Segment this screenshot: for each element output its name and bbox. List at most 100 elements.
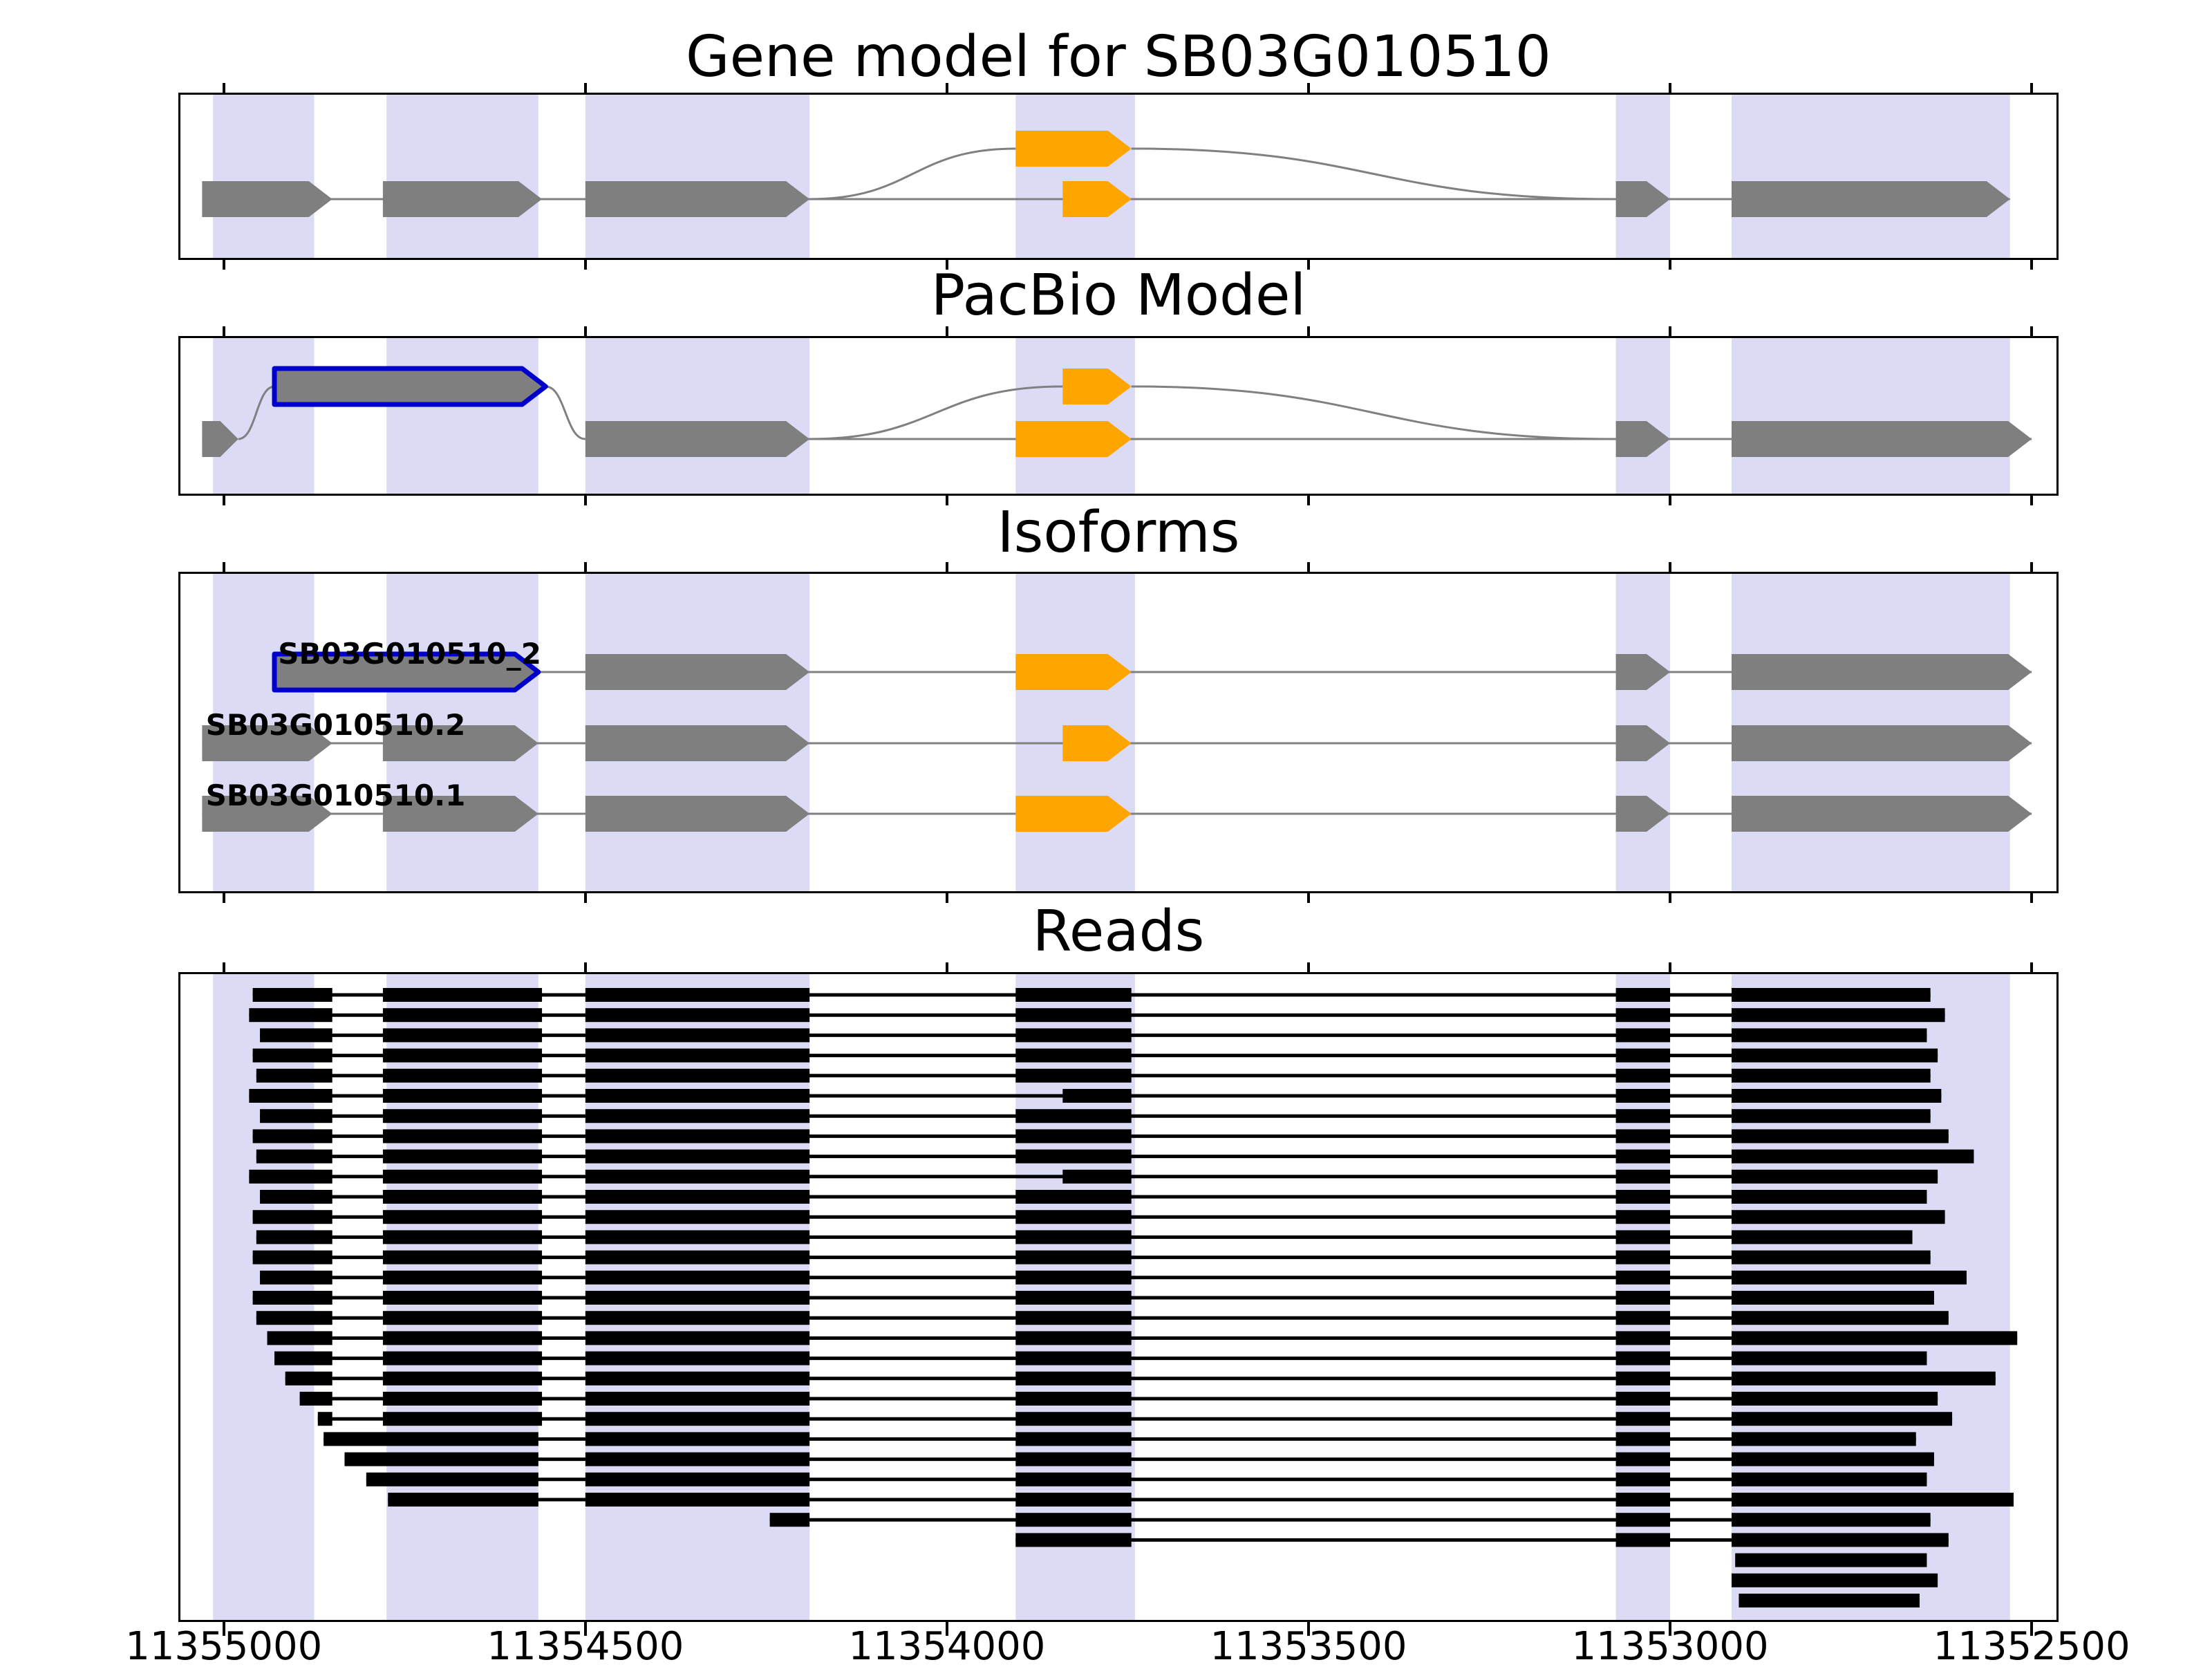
read-exon-block xyxy=(1731,1190,1927,1204)
exon-block xyxy=(1615,421,1671,457)
gene-model-plot xyxy=(202,95,2010,258)
read-row xyxy=(252,1250,1931,1265)
axis-tick xyxy=(1306,893,1310,903)
read-exon-block xyxy=(1731,1432,1916,1446)
read-exon-block xyxy=(252,1250,332,1265)
axis-tick xyxy=(945,496,948,505)
axis-tick xyxy=(222,326,225,336)
read-exon-block xyxy=(1731,1533,1949,1547)
read-exon-block xyxy=(585,1169,810,1184)
panel-title-pacbio: PacBio Model xyxy=(930,263,1306,328)
read-exon-block xyxy=(252,988,332,1002)
read-exon-block xyxy=(366,1472,538,1486)
read-exon-block xyxy=(585,1331,810,1345)
read-exon-block xyxy=(1731,1493,2014,1507)
axis-tick xyxy=(583,893,587,903)
read-exon-block xyxy=(1015,1210,1132,1224)
intron-arc xyxy=(809,147,1016,201)
exon-highlight-band xyxy=(1731,338,2010,494)
read-exon-block xyxy=(1015,1452,1132,1466)
exon-block xyxy=(382,796,538,832)
read-exon-block xyxy=(382,1169,543,1184)
read-exon-block xyxy=(382,1190,543,1204)
read-exon-block xyxy=(1015,1331,1132,1345)
read-exon-block xyxy=(585,1089,810,1103)
exon-highlight-band xyxy=(386,95,538,258)
exon-block xyxy=(382,725,538,761)
read-exon-block xyxy=(382,1250,543,1265)
read-exon-block xyxy=(1015,1048,1132,1063)
read-exon-block xyxy=(1731,1412,1953,1426)
axis-tick xyxy=(1306,496,1310,505)
exon-highlight-band xyxy=(1731,95,2010,258)
axis-tick xyxy=(2030,893,2034,903)
read-exon-block xyxy=(1615,1270,1671,1285)
read-exon-block xyxy=(1731,1392,1938,1406)
read-exon-block xyxy=(382,1412,543,1426)
axis-tick xyxy=(2030,562,2034,572)
read-exon-block xyxy=(249,1169,332,1184)
pacbio-model-plot xyxy=(202,338,2032,494)
axis-tick xyxy=(2030,326,2034,336)
x-tick-label: 11355000 xyxy=(125,1624,323,1669)
read-row xyxy=(344,1452,1934,1466)
read-row xyxy=(299,1392,1938,1406)
read-exon-block xyxy=(1615,1432,1671,1446)
read-exon-block xyxy=(1731,1472,1927,1486)
axis-tick xyxy=(1669,1622,1672,1636)
read-exon-block xyxy=(1015,1392,1132,1406)
read-exon-block xyxy=(585,1311,810,1325)
read-exon-block xyxy=(382,1129,543,1144)
exon-block xyxy=(1731,421,2032,457)
read-row xyxy=(252,1048,1938,1063)
read-exon-block xyxy=(382,1351,543,1365)
read-exon-block xyxy=(1615,1169,1671,1184)
exon-highlight-band xyxy=(213,95,315,258)
read-row xyxy=(274,1351,1927,1365)
read-exon-block xyxy=(382,1048,543,1063)
exon-block-orange xyxy=(1015,796,1132,832)
read-exon-block xyxy=(382,1210,543,1224)
read-exon-block xyxy=(585,1230,810,1244)
read-exon-block xyxy=(252,1048,332,1063)
axis-tick xyxy=(2030,496,2034,505)
axis-tick xyxy=(222,496,225,505)
axis-tick xyxy=(1306,326,1310,336)
exon-block xyxy=(1731,725,2032,761)
read-exon-block xyxy=(585,1452,810,1466)
read-exon-block xyxy=(1015,1149,1132,1164)
axis-tick xyxy=(222,260,225,270)
read-exon-block xyxy=(1015,1008,1132,1023)
x-tick-label: 11353000 xyxy=(1571,1624,1769,1669)
read-row xyxy=(1738,1594,1920,1607)
read-exon-block xyxy=(1015,1270,1132,1285)
read-row xyxy=(1015,1533,1949,1547)
read-exon-block xyxy=(382,1311,543,1325)
panel-pacbio-model xyxy=(178,336,2059,496)
read-row xyxy=(252,1210,1945,1224)
axis-tick xyxy=(2030,1622,2034,1636)
read-exon-block xyxy=(1615,1533,1671,1547)
read-row xyxy=(366,1472,1927,1486)
read-exon-block xyxy=(585,1351,810,1365)
read-exon-block xyxy=(1731,1109,1931,1123)
read-exon-block xyxy=(382,1291,543,1305)
read-exon-block xyxy=(1015,1472,1132,1486)
read-exon-block xyxy=(1731,988,1931,1002)
axis-tick xyxy=(583,326,587,336)
read-exon-block xyxy=(1735,1553,1927,1567)
axis-tick xyxy=(1306,962,1310,972)
read-exon-block xyxy=(585,1371,810,1386)
read-exon-block xyxy=(1731,1068,1931,1083)
read-exon-block xyxy=(1015,1493,1132,1507)
read-exon-block xyxy=(1615,1452,1671,1466)
read-exon-block xyxy=(1015,1533,1132,1547)
read-exon-block xyxy=(382,1392,543,1406)
read-exon-block xyxy=(1615,1351,1671,1365)
read-exon-block xyxy=(1015,988,1132,1002)
read-exon-block xyxy=(585,1008,810,1023)
isoform-label: SB03G010510_2 xyxy=(278,637,541,671)
read-exon-block xyxy=(1615,1371,1671,1386)
read-row xyxy=(1735,1553,1927,1567)
read-exon-block xyxy=(388,1493,538,1507)
